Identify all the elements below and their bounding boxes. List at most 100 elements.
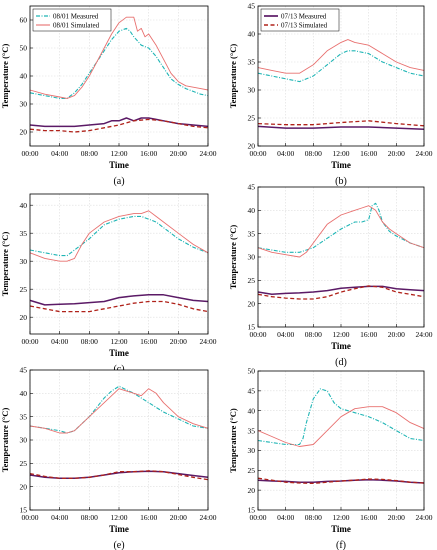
x-tick-label: 16:00 — [140, 513, 157, 522]
x-tick-label: 12:00 — [332, 330, 349, 339]
series-line-measured-lower — [257, 125, 425, 130]
y-tick-label: 35 — [20, 229, 28, 238]
y-tick-label: 40 — [20, 72, 28, 81]
y-tick-label: 30 — [20, 436, 28, 445]
series-line-simulated-upper — [257, 205, 425, 258]
series-line-measured-lower — [29, 294, 209, 306]
x-tick-label: 08:00 — [305, 330, 322, 339]
y-tick-label: 20 — [248, 142, 256, 151]
x-tick-label: 12:00 — [110, 513, 127, 522]
y-tick-label: 45 — [248, 2, 256, 11]
x-tick-label: 08:00 — [305, 513, 322, 522]
x-tick-label: 04:00 — [51, 337, 68, 346]
x-tick-label: 04:00 — [277, 330, 294, 339]
panel-c: 00:00 04:00 08:00 12:00 16:00 20:00 24:00 20 25 3… — [0, 193, 217, 375]
y-tick-label: 30 — [248, 253, 256, 262]
series-line-simulated-upper — [29, 210, 209, 262]
y-tick-label: 50 — [20, 44, 28, 53]
y-tick-label: 45 — [20, 366, 28, 375]
x-tick-label: 24:00 — [415, 330, 432, 339]
y-tick-label: 35 — [248, 229, 256, 238]
y-tick-label: 15 — [20, 506, 28, 515]
y-tick-label: 25 — [248, 466, 256, 475]
y-tick-label: 20 — [20, 482, 28, 491]
x-tick-label: 00:00 — [21, 149, 38, 158]
y-tick-label: 30 — [248, 86, 256, 95]
y-tick-label: 20 — [20, 313, 28, 322]
y-tick-label: 25 — [248, 114, 256, 123]
legend-label: 08/01 Measured — [53, 13, 99, 21]
x-axis-title: Time — [331, 160, 351, 170]
x-tick-label: 20:00 — [170, 149, 187, 158]
series-line-measured-lower — [29, 470, 209, 480]
x-tick-label: 16:00 — [360, 330, 377, 339]
x-axis-title: Time — [109, 348, 129, 358]
y-tick-label: 60 — [20, 16, 28, 25]
plot-frame — [29, 5, 209, 147]
x-axis-title: Time — [109, 160, 129, 170]
series-line-simulated-lower — [29, 118, 209, 133]
panel-label: (c) — [113, 364, 124, 375]
panel-f: 00:00 04:00 08:00 12:00 16:00 20:00 24:00 15 20 2… — [228, 367, 433, 550]
x-tick-label: 00:00 — [21, 337, 38, 346]
series-line-simulated-lower — [257, 477, 425, 485]
y-tick-label: 25 — [20, 285, 28, 294]
legend-label: 08/01 Simulated — [53, 22, 100, 30]
y-tick-label: 50 — [248, 367, 256, 376]
x-tick-label: 20:00 — [170, 513, 187, 522]
panel-label: (e) — [113, 540, 124, 550]
x-tick-label: 04:00 — [277, 513, 294, 522]
panel-label: (b) — [335, 176, 347, 187]
y-axis-title: Temperature (°C) — [0, 44, 10, 109]
x-tick-label: 24:00 — [415, 513, 432, 522]
panel-label: (a) — [113, 176, 124, 187]
y-tick-label: 40 — [248, 30, 256, 39]
series-line-measured-upper — [29, 27, 209, 99]
x-tick-label: 24:00 — [199, 513, 216, 522]
y-axis-title: Temperature (°C) — [228, 225, 238, 290]
plot-frame — [29, 193, 209, 335]
x-tick-label: 00:00 — [249, 513, 266, 522]
x-tick-label: 08:00 — [81, 337, 98, 346]
x-tick-label: 00:00 — [249, 149, 266, 158]
legend-box — [260, 8, 340, 32]
x-tick-label: 04:00 — [51, 513, 68, 522]
y-tick-label: 40 — [248, 406, 256, 415]
series-line-measured-upper — [29, 385, 209, 434]
y-tick-label: 25 — [248, 276, 256, 285]
series-line-measured-upper — [257, 202, 425, 253]
x-tick-label: 04:00 — [277, 149, 294, 158]
series-line-simulated-lower — [29, 470, 209, 481]
panel-label: (d) — [335, 357, 347, 368]
series-line-measured-upper — [257, 50, 425, 83]
y-tick-label: 30 — [248, 446, 256, 455]
y-tick-label: 30 — [20, 257, 28, 266]
panel-label: (f) — [336, 540, 346, 550]
y-tick-label: 20 — [20, 128, 28, 137]
x-axis-title: Time — [331, 524, 351, 534]
x-tick-label: 12:00 — [110, 149, 127, 158]
series-line-simulated-upper — [29, 388, 209, 434]
y-tick-label: 40 — [20, 201, 28, 210]
x-tick-label: 12:00 — [110, 337, 127, 346]
x-tick-label: 20:00 — [388, 513, 405, 522]
plot-frame — [257, 370, 425, 511]
series-line-simulated-lower — [29, 300, 209, 313]
x-tick-label: 16:00 — [360, 513, 377, 522]
y-tick-label: 30 — [20, 100, 28, 109]
y-tick-label: 20 — [248, 486, 256, 495]
y-tick-label: 15 — [248, 323, 256, 332]
y-axis-title: Temperature (°C) — [228, 44, 238, 109]
panel-e: 00:00 04:00 08:00 12:00 16:00 20:00 24:00 15 20 2… — [0, 366, 217, 550]
series-line-simulated-upper — [257, 39, 425, 74]
x-tick-label: 24:00 — [199, 149, 216, 158]
x-tick-label: 16:00 — [140, 149, 157, 158]
panel-a: 00:00 04:00 08:00 12:00 16:00 20:00 24:00 20 30 4… — [0, 5, 217, 187]
series-line-measured-upper — [29, 215, 209, 257]
x-tick-label: 16:00 — [360, 149, 377, 158]
series-line-simulated-lower — [257, 285, 425, 300]
x-tick-label: 24:00 — [415, 149, 432, 158]
x-tick-label: 20:00 — [388, 149, 405, 158]
x-tick-label: 00:00 — [249, 330, 266, 339]
